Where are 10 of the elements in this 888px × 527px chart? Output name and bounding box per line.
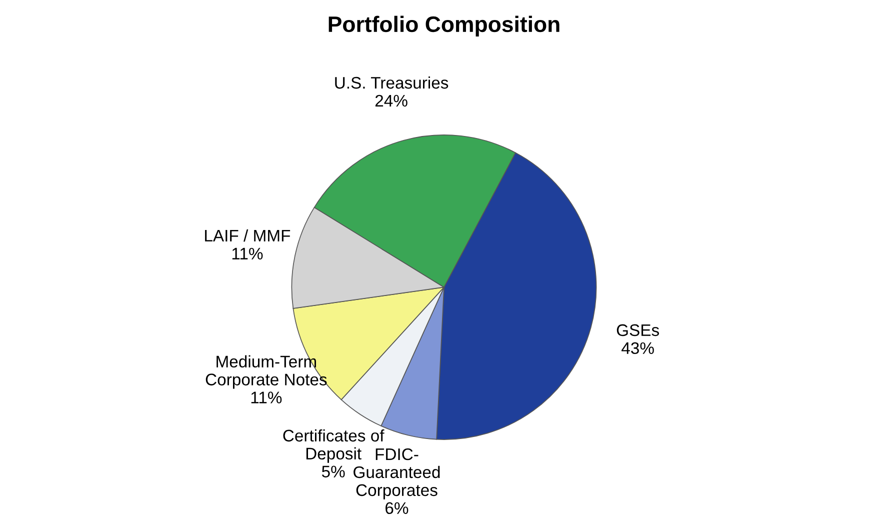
data-label: 24% <box>375 94 408 107</box>
data-label: 5% <box>322 466 345 478</box>
data-label: 6% <box>386 502 408 514</box>
data-label: 11% <box>232 248 263 260</box>
data-label: 11% <box>251 392 282 404</box>
slice-label: LAIF / MMF <box>205 229 290 242</box>
chart-title: Portfolio Composition <box>328 16 560 37</box>
data-label: 43% <box>622 342 654 354</box>
slice-label: GSEs <box>616 324 659 336</box>
slice-label: U.S. Treasuries <box>335 76 448 89</box>
